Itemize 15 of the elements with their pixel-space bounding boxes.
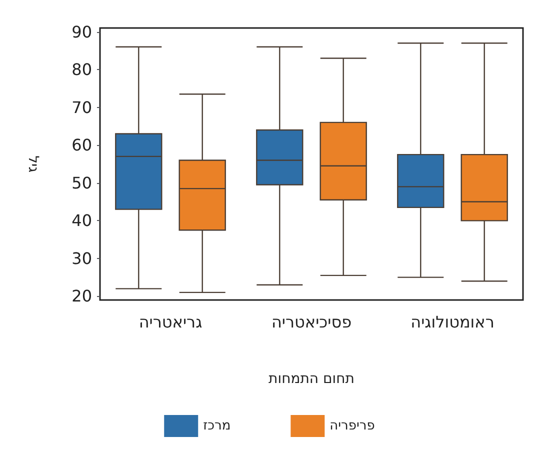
x-axis-title: תחום התמחות [268, 371, 354, 387]
y-tick-label: 40 [72, 211, 92, 230]
y-tick-label: 20 [72, 286, 92, 306]
y-axis-title: גיל [25, 156, 41, 173]
x-tick-label: פסיכיאטריה [271, 312, 352, 332]
y-tick-label: 90 [72, 22, 92, 42]
x-tick-label: גריאטריה [138, 312, 203, 332]
y-tick-label: 60 [72, 136, 92, 155]
y-tick-label: 70 [72, 98, 92, 117]
y-tick-label: 50 [72, 173, 92, 192]
y-tick-label: 30 [72, 248, 92, 268]
legend-label: פריפריה [330, 418, 375, 434]
legend-label: מרכז [203, 418, 231, 434]
y-tick-label: 80 [72, 60, 92, 80]
x-tick-label: ראומטולוגיה [410, 312, 494, 332]
